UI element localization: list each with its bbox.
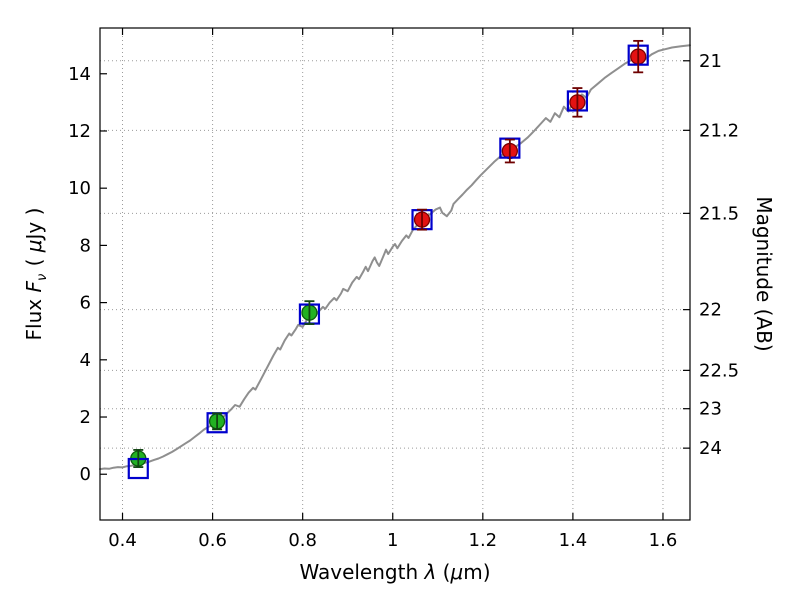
ylabel-text: Jy ) bbox=[22, 207, 46, 240]
y-axis-label-magnitude: Magnitude (AB) bbox=[752, 196, 776, 352]
mu-symbol: μ bbox=[22, 239, 46, 253]
tick-label: 0.6 bbox=[198, 530, 227, 551]
tick-label: 8 bbox=[80, 235, 91, 256]
tick-label: 22.5 bbox=[699, 360, 739, 381]
tick-label: 21 bbox=[699, 51, 722, 72]
tick-label: 1.2 bbox=[469, 530, 498, 551]
ticks-layer: 0.4 0.6 0.8 1 1.2 1.4 1.6024681012142121.221.5… bbox=[68, 28, 739, 551]
xlabel-text: ( bbox=[436, 560, 451, 584]
lambda-symbol: λ bbox=[424, 560, 437, 584]
axes-frame bbox=[99, 27, 691, 521]
model-spectrum-line bbox=[99, 44, 691, 471]
tick-label: 6 bbox=[80, 293, 91, 314]
tick-label: 14 bbox=[68, 64, 91, 85]
tick-label: 0.4 bbox=[108, 530, 137, 551]
tick-label: 24 bbox=[699, 438, 722, 459]
tick-label: 22 bbox=[699, 300, 722, 321]
tick-label: 1.6 bbox=[649, 530, 678, 551]
xlabel-text: Wavelength bbox=[299, 560, 425, 584]
tick-label: 21.5 bbox=[699, 203, 739, 224]
error-bars bbox=[133, 300, 315, 468]
tick-label: 23 bbox=[699, 399, 722, 420]
tick-label: 2 bbox=[80, 407, 91, 428]
tick-label: 1.4 bbox=[559, 530, 588, 551]
xlabel-text: m) bbox=[463, 560, 491, 584]
grid-layer bbox=[100, 28, 690, 520]
flux-symbol: F bbox=[22, 280, 46, 293]
tick-label: 0.8 bbox=[288, 530, 317, 551]
error-bars bbox=[417, 39, 644, 231]
tick-label: 12 bbox=[68, 121, 91, 142]
tick-label: 0 bbox=[80, 464, 91, 485]
tick-label: 21.2 bbox=[699, 120, 739, 141]
tick-label: 10 bbox=[68, 178, 91, 199]
tick-label: 4 bbox=[80, 350, 91, 371]
tick-label: 1 bbox=[387, 530, 398, 551]
nu-subscript: ν bbox=[35, 273, 50, 281]
ylabel-text: ( bbox=[22, 252, 46, 273]
ylabel-text: Flux bbox=[22, 292, 46, 341]
observed-points-nir bbox=[413, 48, 647, 228]
observed-points-optical bbox=[130, 304, 318, 467]
model-photometry-squares bbox=[127, 44, 649, 480]
x-axis-label: Wavelength λ (μm) bbox=[299, 560, 490, 584]
y-axis-label-flux: Flux Fν ( μJy ) bbox=[22, 208, 50, 341]
mu-symbol: μ bbox=[450, 560, 464, 584]
